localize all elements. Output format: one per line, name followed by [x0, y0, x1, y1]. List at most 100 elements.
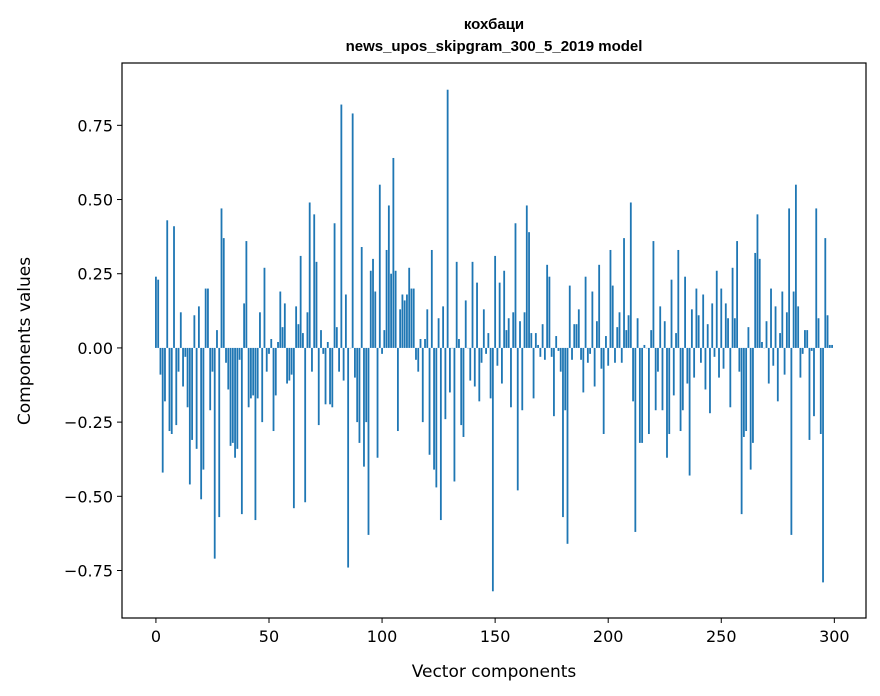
- bar: [776, 347, 779, 402]
- bar: [727, 318, 729, 348]
- bar: [663, 321, 666, 348]
- bar: [211, 347, 214, 372]
- x-tick-label: 0: [151, 627, 161, 646]
- bar: [706, 324, 709, 348]
- bar: [503, 270, 506, 348]
- bar: [733, 318, 736, 348]
- bar: [358, 347, 361, 443]
- bar: [641, 347, 644, 443]
- bar: [491, 347, 494, 592]
- y-tick-label: 0.00: [77, 339, 113, 358]
- bar: [804, 330, 806, 348]
- x-axis-label: Vector components: [412, 662, 577, 682]
- bar: [752, 347, 754, 443]
- bar: [297, 324, 300, 348]
- bar: [611, 285, 614, 348]
- bar: [288, 347, 291, 381]
- bar: [785, 312, 788, 348]
- bar: [713, 347, 716, 357]
- bar: [227, 347, 230, 390]
- bar: [197, 306, 200, 348]
- bar: [602, 347, 605, 434]
- bar: [403, 300, 406, 348]
- bar: [761, 341, 763, 348]
- bar: [473, 347, 476, 387]
- bar: [828, 344, 831, 348]
- bar: [600, 347, 603, 369]
- bar: [709, 347, 711, 414]
- bar: [758, 258, 761, 348]
- bar: [532, 347, 535, 399]
- bar: [496, 347, 499, 366]
- bar: [354, 347, 356, 378]
- bar: [254, 347, 257, 521]
- bar: [247, 347, 250, 408]
- bar: [446, 89, 449, 348]
- bar: [797, 306, 800, 348]
- bar: [695, 288, 698, 348]
- bar: [347, 347, 350, 568]
- bar: [363, 347, 365, 467]
- bar: [263, 267, 266, 348]
- bar: [559, 347, 562, 372]
- bar: [313, 214, 316, 348]
- bar: [424, 339, 426, 348]
- bar: [575, 324, 578, 348]
- bar: [679, 347, 682, 432]
- chart-title-line1: кохбаци: [464, 16, 524, 33]
- bar: [512, 312, 515, 348]
- bar: [767, 347, 770, 384]
- bar: [774, 306, 777, 348]
- bar: [742, 347, 745, 437]
- bar: [487, 333, 490, 348]
- bar: [387, 205, 390, 348]
- bar: [225, 347, 227, 363]
- bar: [220, 208, 223, 348]
- bar: [315, 261, 318, 348]
- bar: [193, 315, 196, 348]
- bar: [299, 255, 302, 348]
- bar: [623, 238, 625, 348]
- y-tick-label: −0.50: [64, 487, 113, 506]
- bar: [765, 321, 768, 348]
- bar: [781, 291, 784, 348]
- x-tick-label: 200: [593, 627, 624, 646]
- bar: [306, 312, 309, 348]
- bar: [448, 347, 451, 393]
- y-tick-label: −0.75: [64, 562, 113, 581]
- bar: [417, 347, 420, 372]
- bar: [564, 347, 567, 411]
- bar: [245, 241, 248, 348]
- bar: [396, 347, 399, 432]
- bar: [292, 347, 295, 509]
- bar: [690, 309, 693, 348]
- bar: [326, 341, 329, 348]
- bar: [458, 339, 460, 348]
- bar: [826, 315, 829, 348]
- bar: [202, 347, 205, 470]
- bar: [390, 273, 393, 348]
- bar: [453, 347, 456, 482]
- bar: [462, 347, 465, 437]
- bar: [419, 339, 422, 348]
- bar: [261, 347, 264, 423]
- bar: [510, 347, 512, 408]
- x-tick-label: 250: [706, 627, 737, 646]
- bar: [794, 184, 797, 348]
- bar: [394, 270, 397, 348]
- bar: [173, 226, 175, 348]
- bar: [340, 104, 343, 348]
- bar: [478, 347, 481, 402]
- bar: [652, 241, 655, 348]
- bar: [155, 276, 157, 348]
- bar: [410, 288, 413, 348]
- bar: [550, 347, 553, 357]
- bar: [715, 270, 718, 348]
- bar: [700, 347, 702, 363]
- bar: [614, 347, 616, 363]
- bar: [367, 347, 370, 535]
- bar: [693, 347, 696, 378]
- bar: [677, 249, 680, 348]
- x-tick-label: 150: [480, 627, 511, 646]
- bar: [259, 312, 261, 348]
